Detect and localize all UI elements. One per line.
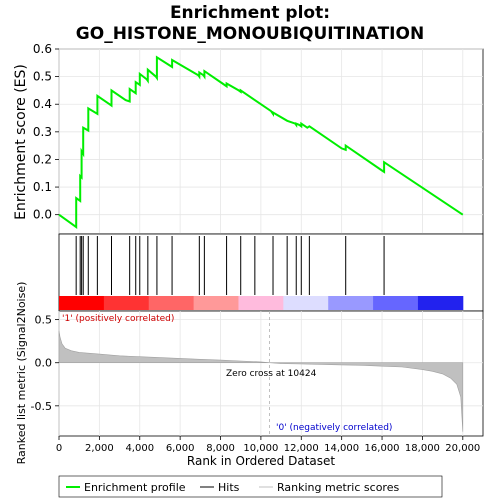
legend: Enrichment profile Hits Ranking metric s…	[58, 475, 443, 498]
heatmap-segment	[193, 296, 239, 310]
legend-label-ranking-metric: Ranking metric scores	[277, 481, 399, 494]
ranking-metric-area	[58, 330, 464, 432]
es-y-axis: 0.0 0.1 0.2 0.3 0.4 0.5 0.6	[33, 42, 59, 222]
es-y-tick-label: 0.0	[33, 208, 52, 222]
x-tick-label: 4,000	[125, 443, 154, 454]
es-y-tick-label: 0.1	[33, 180, 52, 194]
title: Enrichment plot: GO_HISTONE_MONOUBIQUITI…	[76, 3, 424, 44]
x-tick-label: 16,000	[365, 443, 400, 454]
x-tick-label: 0	[56, 443, 62, 454]
heatmap-segment	[328, 296, 374, 310]
metric-y-axis: -0.5 0.0 0.5	[31, 314, 59, 413]
title-line-2: GO_HISTONE_MONOUBIQUITINATION	[76, 24, 424, 44]
metric-y-tick-label: 0.0	[35, 357, 53, 370]
heatmap-segment	[417, 296, 464, 310]
x-tick-label: 8,000	[206, 443, 235, 454]
legend-label-hits: Hits	[218, 481, 240, 494]
x-tick-label: 10,000	[243, 443, 278, 454]
heatmap-segment	[103, 296, 150, 310]
hits-markers	[75, 236, 385, 295]
es-y-tick-label: 0.2	[33, 152, 52, 166]
x-tick-label: 18,000	[405, 443, 440, 454]
x-tick-label: 20,000	[445, 443, 480, 454]
ranking-metric-scores	[58, 311, 464, 436]
metric-panel-frame	[58, 310, 484, 437]
enrichment-profile-line	[58, 55, 464, 230]
heatmap-segment	[59, 296, 105, 310]
es-y-tick-label: 0.3	[33, 125, 52, 139]
heatmap-segment	[148, 296, 195, 310]
enrichment-profile	[58, 55, 464, 230]
neg-correlated-label: '0' (negatively correlated)	[276, 423, 392, 433]
rank-x-axis: 0 2,000 4,000 6,000 8,000 10,000 12,000 14,000 1…	[56, 436, 480, 454]
x-tick-label: 12,000	[284, 443, 319, 454]
es-y-tick-label: 0.6	[33, 42, 52, 56]
es-y-tick-label: 0.4	[33, 97, 52, 111]
metric-y-tick-label: 0.5	[35, 314, 53, 327]
es-panel-frame	[58, 48, 484, 235]
rank-heatmap-bar	[59, 296, 464, 310]
x-tick-label: 14,000	[324, 443, 359, 454]
x-axis-label: Rank in Ordered Dataset	[187, 454, 335, 468]
x-tick-label: 6,000	[166, 443, 195, 454]
heatmap-segment	[373, 296, 419, 310]
heatmap-segment	[238, 296, 284, 310]
es-y-tick-label: 0.5	[33, 70, 52, 84]
heatmap-segment	[283, 296, 329, 310]
legend-frame	[58, 475, 443, 498]
title-line-1: Enrichment plot:	[170, 3, 330, 23]
x-tick-label: 2,000	[85, 443, 114, 454]
metric-y-axis-label: Ranked list metric (Signal2Noise)	[15, 282, 28, 465]
es-y-axis-label: Enrichment score (ES)	[13, 64, 29, 220]
metric-y-tick-label: -0.5	[31, 400, 52, 413]
legend-label-enrichment-profile: Enrichment profile	[84, 481, 186, 494]
zero-cross-label: Zero cross at 10424	[226, 369, 317, 379]
pos-correlated-label: '1' (positively correlated)	[62, 314, 174, 324]
